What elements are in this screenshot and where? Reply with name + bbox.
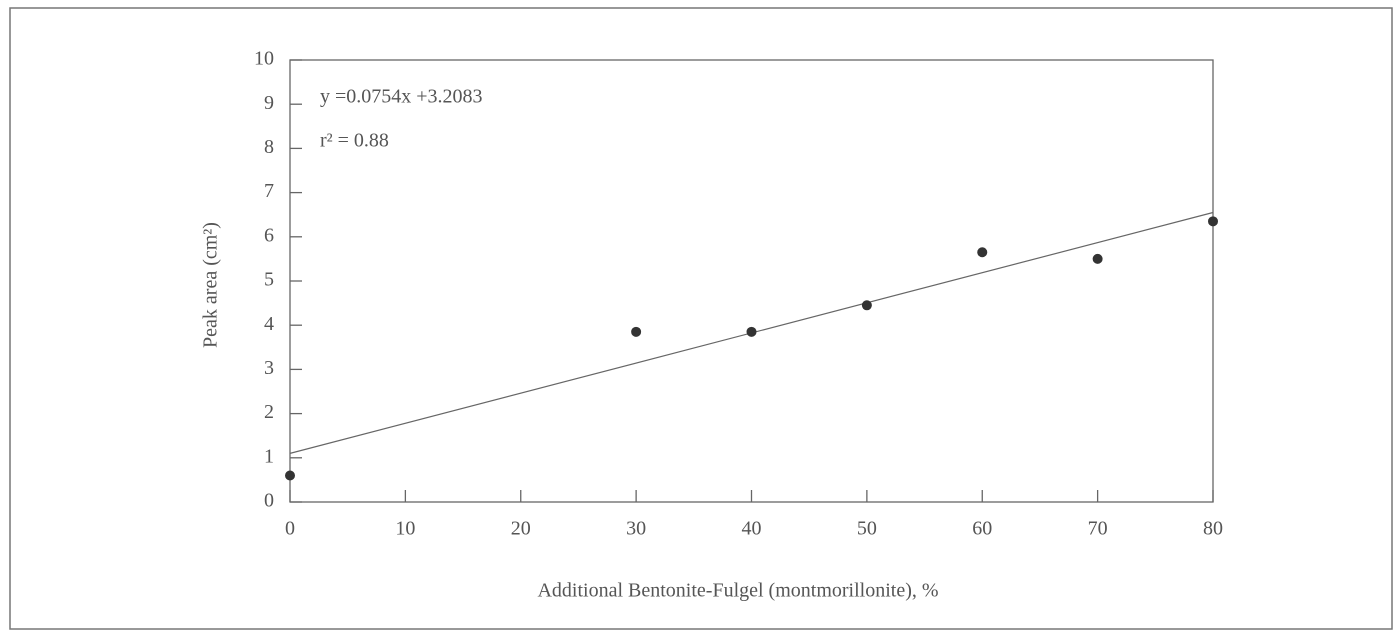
- equation: y =0.0754x +3.2083: [320, 86, 483, 108]
- point: [631, 326, 642, 337]
- x-tick-label: 70: [1088, 518, 1108, 540]
- y-tick-label: 1: [264, 445, 274, 467]
- x-tick-label: 80: [1203, 518, 1223, 540]
- y-axis-title: Peak area (cm²): [200, 222, 222, 348]
- y-tick-label: 6: [264, 224, 274, 246]
- point: [861, 300, 872, 311]
- y-tick-label: 9: [264, 92, 274, 114]
- x-tick-label: 20: [511, 518, 531, 540]
- point: [746, 326, 757, 337]
- y-tick-label: 8: [264, 136, 274, 158]
- x-tick-label: 0: [285, 518, 295, 540]
- y-tick-label: 7: [264, 180, 274, 202]
- x-axis-title: Additional Bentonite-Fulgel (montmorillo…: [537, 580, 938, 602]
- x-tick-label: 60: [972, 518, 992, 540]
- x-tick-label: 30: [626, 518, 646, 540]
- y-tick-label: 2: [264, 401, 274, 423]
- point: [1092, 253, 1103, 264]
- frame: [9, 7, 1393, 630]
- y-tick-label: 5: [264, 269, 274, 291]
- x-tick-label: 50: [857, 518, 877, 540]
- y-tick-label: 0: [264, 490, 274, 512]
- point: [1208, 216, 1218, 227]
- x-tick-label: 10: [395, 518, 415, 540]
- y-tick-label: 10: [254, 48, 274, 70]
- y-tick-label: 4: [264, 313, 274, 335]
- point: [285, 470, 295, 481]
- r-squared: r² = 0.88: [320, 130, 389, 152]
- y-tick-label: 3: [264, 357, 274, 379]
- point: [977, 247, 988, 258]
- x-tick-label: 40: [742, 518, 762, 540]
- plot-area: [289, 59, 1214, 503]
